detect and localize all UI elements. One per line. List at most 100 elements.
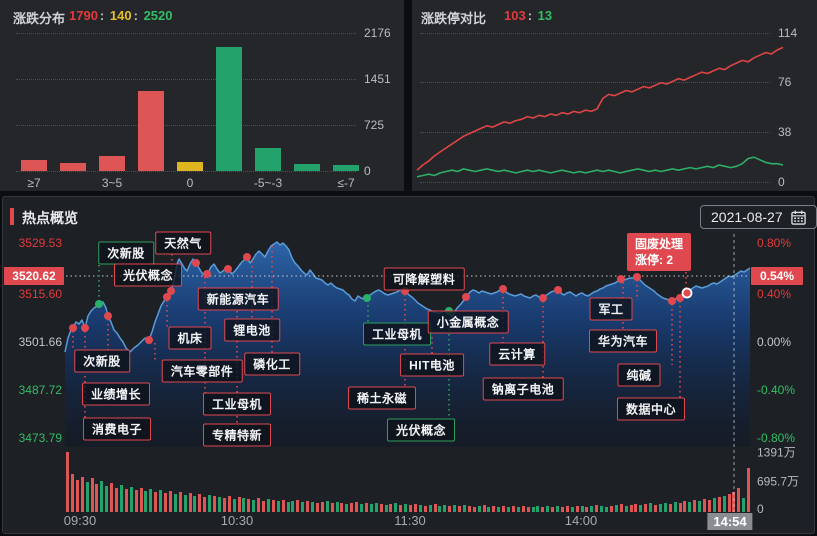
hotspot-annotation[interactable]: 纯碱 bbox=[617, 363, 661, 387]
volume-bar bbox=[110, 483, 114, 512]
volume-bar bbox=[580, 506, 584, 512]
hotspot-annotation[interactable]: 磷化工 bbox=[244, 352, 300, 376]
hotspot-dot-red bbox=[676, 294, 684, 302]
hotspot-annotation[interactable]: 专精特新 bbox=[202, 423, 272, 447]
distribution-bar bbox=[21, 160, 47, 171]
volume-bar bbox=[698, 501, 702, 512]
hover-tooltip: 固废处理 涨停: 2 bbox=[627, 233, 692, 271]
volume-bar bbox=[433, 504, 437, 512]
volume-bar bbox=[149, 489, 153, 512]
volume-bar bbox=[590, 506, 594, 512]
limit-gridline bbox=[420, 82, 770, 83]
hotspot-dot-red bbox=[163, 293, 171, 301]
hotspot-annotation[interactable]: 军工 bbox=[589, 297, 633, 321]
volume-bar bbox=[516, 507, 520, 512]
volume-bar bbox=[693, 500, 697, 512]
volume-bar bbox=[271, 500, 275, 512]
hotspot-annotation[interactable]: 光伏概念 bbox=[386, 418, 456, 442]
volume-bar bbox=[286, 502, 290, 512]
volume-bar bbox=[551, 507, 555, 512]
pct-axis-label: 0.80% bbox=[757, 236, 792, 250]
title-accent-bar bbox=[10, 208, 14, 225]
hotspot-annotation[interactable]: 小金属概念 bbox=[427, 310, 509, 334]
volume-bar bbox=[727, 494, 731, 512]
volume-bar bbox=[364, 503, 368, 512]
hotspot-annotation[interactable]: 华为汽车 bbox=[588, 329, 658, 353]
hotspot-annotation[interactable]: 次新股 bbox=[74, 349, 130, 373]
hotspot-annotation[interactable]: HIT电池 bbox=[400, 353, 464, 377]
fall-count: 2520 bbox=[143, 8, 173, 23]
volume-bar bbox=[707, 500, 711, 512]
distribution-x-label: 3~5 bbox=[101, 176, 123, 190]
volume-bar bbox=[688, 502, 692, 512]
volume-bar bbox=[330, 503, 334, 512]
distribution-y-label: 1451 bbox=[364, 72, 391, 86]
hotspot-annotation[interactable]: 新能源汽车 bbox=[197, 287, 279, 311]
volume-bar bbox=[423, 506, 427, 512]
volume-bar bbox=[154, 492, 158, 512]
hotspot-dot-red bbox=[554, 286, 562, 294]
hotspot-dot-red bbox=[69, 324, 77, 332]
hotspot-annotation[interactable]: 数据中心 bbox=[616, 397, 686, 421]
volume-bar bbox=[467, 506, 471, 512]
current-price-box: 3520.62 bbox=[4, 267, 64, 285]
hotspot-annotation[interactable]: 云计算 bbox=[489, 342, 545, 366]
tooltip-limit-count: 涨停: 2 bbox=[635, 253, 674, 267]
hotspot-dot-red bbox=[499, 285, 507, 293]
date-picker[interactable]: 2021-08-27 bbox=[700, 205, 817, 229]
hotspot-annotation[interactable]: 可降解塑料 bbox=[383, 267, 465, 291]
hotspot-annotation[interactable]: 机床 bbox=[168, 326, 212, 350]
hotspot-annotation[interactable]: 工业母机 bbox=[362, 322, 432, 346]
hotspot-annotation[interactable]: 汽车零部件 bbox=[161, 359, 243, 383]
volume-bar bbox=[404, 504, 408, 512]
volume-bar bbox=[546, 506, 550, 512]
volume-bar bbox=[536, 506, 540, 512]
hovered-dot-halo bbox=[681, 287, 693, 299]
volume-bar bbox=[335, 502, 339, 512]
hotspot-annotation[interactable]: 消费电子 bbox=[82, 417, 152, 441]
pct-axis-label: 1391万 bbox=[757, 445, 796, 460]
hotspot-annotation[interactable]: 业绩增长 bbox=[81, 382, 151, 406]
distribution-x-label: 0 bbox=[186, 176, 194, 190]
volume-bar bbox=[217, 497, 221, 512]
volume-bar bbox=[541, 507, 545, 512]
hotspot-dot-red bbox=[192, 259, 200, 267]
volume-bar bbox=[453, 505, 457, 512]
volume-bar bbox=[198, 494, 202, 512]
volume-bar bbox=[722, 496, 726, 512]
volume-bar bbox=[105, 486, 109, 512]
hotspot-annotation[interactable]: 次新股 bbox=[98, 241, 154, 265]
hotspot-annotation[interactable]: 稀土永磁 bbox=[347, 386, 417, 410]
volume-bar bbox=[482, 505, 486, 512]
calendar-icon bbox=[790, 210, 806, 225]
volume-bar bbox=[296, 500, 300, 512]
volume-bar bbox=[355, 502, 359, 512]
hotspot-annotation[interactable]: 工业母机 bbox=[202, 392, 272, 416]
distribution-bar bbox=[60, 163, 86, 171]
volume-bar bbox=[66, 452, 69, 512]
limit-up-line bbox=[416, 46, 784, 171]
hotspot-annotation[interactable]: 光伏概念 bbox=[113, 263, 183, 287]
tooltip-topic: 固废处理 bbox=[635, 237, 684, 251]
volume-bar bbox=[556, 506, 559, 512]
volume-bar bbox=[565, 506, 569, 512]
volume-bar bbox=[511, 506, 515, 512]
pct-axis-label: -0.80% bbox=[757, 431, 796, 445]
volume-bar bbox=[266, 499, 270, 512]
volume-bar bbox=[124, 489, 128, 512]
volume-bar bbox=[325, 501, 329, 512]
hotspot-annotation[interactable]: 天然气 bbox=[155, 231, 211, 255]
hotspot-dot-red bbox=[224, 265, 232, 273]
volume-bar bbox=[624, 506, 628, 512]
hotspot-annotation[interactable]: 锂电池 bbox=[224, 318, 280, 342]
distribution-gridline bbox=[16, 79, 356, 80]
volume-bar bbox=[663, 503, 667, 512]
hotspot-annotation[interactable]: 钠离子电池 bbox=[482, 377, 564, 401]
volume-bar bbox=[575, 506, 579, 512]
volume-bar bbox=[301, 502, 305, 512]
volume-bar bbox=[188, 493, 192, 512]
volume-bar bbox=[345, 504, 349, 512]
distribution-x-label: -5~-3 bbox=[253, 176, 283, 190]
